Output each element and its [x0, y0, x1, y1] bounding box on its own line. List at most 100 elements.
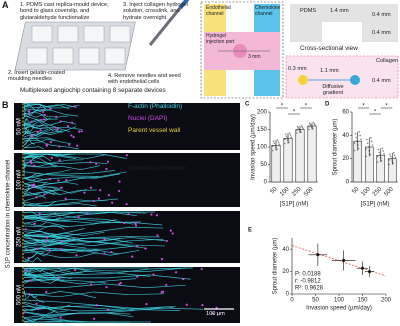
f-actin [23, 103, 34, 108]
dot [314, 124, 317, 127]
dot [272, 140, 275, 142]
cs-label: 0.4 mm [372, 30, 391, 36]
y-tick-label: 50 [260, 162, 267, 168]
dot [308, 122, 311, 124]
x-tick-label: 50 [312, 298, 319, 304]
f-actin [23, 291, 97, 299]
nucleus [59, 316, 62, 319]
schematic-label: 3 mm [248, 54, 261, 60]
dot [296, 125, 299, 128]
f-actin [23, 216, 71, 222]
nucleus [60, 240, 63, 243]
dot [356, 140, 358, 142]
f-actin [23, 267, 187, 272]
nucleus [45, 290, 48, 294]
f-actin [23, 171, 127, 177]
y-tick-label: 0 [264, 180, 268, 186]
schematic-label: Endothelial channel [206, 5, 231, 17]
f-actin [23, 192, 47, 199]
nucleus [99, 189, 102, 192]
nucleus [49, 141, 53, 144]
dot [367, 146, 370, 148]
nucleus [42, 110, 45, 113]
nucleus [33, 222, 36, 225]
dot [285, 135, 288, 137]
y-tick-label: 40 [282, 247, 289, 253]
nucleus [103, 238, 106, 241]
f-actin [23, 272, 65, 278]
cs-label: Collagen [376, 58, 399, 64]
f-actin [23, 301, 71, 310]
nucleus [83, 191, 86, 194]
nucleus [30, 120, 33, 123]
nucleus [118, 283, 121, 286]
nucleus [165, 283, 168, 287]
f-actin [23, 270, 151, 278]
y-tick-label: 0 [346, 180, 350, 186]
x-tick-label: 100 [279, 186, 291, 198]
y-tick-label: 200 [257, 110, 268, 116]
nucleus [43, 193, 46, 196]
dot [354, 132, 357, 135]
nucleus [23, 311, 26, 314]
nucleus [118, 189, 121, 193]
endothelial-lumen [298, 75, 308, 85]
nucleus [127, 212, 130, 216]
dot [313, 123, 316, 125]
dot [288, 132, 291, 134]
nucleus [107, 193, 110, 197]
dot [296, 132, 298, 134]
dot [272, 149, 274, 152]
dot [312, 128, 314, 130]
f-actin [23, 153, 77, 159]
nucleus [65, 178, 68, 182]
sig-star: * [305, 104, 308, 110]
row-label: 100 nM [17, 170, 23, 190]
f-actin [23, 126, 30, 133]
nucleus [136, 275, 139, 278]
nucleus [103, 252, 106, 255]
well [31, 25, 53, 43]
dot [288, 141, 290, 144]
nucleus [28, 109, 31, 113]
f-actin [23, 248, 98, 258]
nucleus [32, 185, 36, 188]
step-text: 2. Insert gelatin-coated moulding needle… [8, 70, 65, 83]
nucleus [38, 212, 41, 215]
chemokine-channel [254, 4, 280, 32]
f-actin [23, 226, 164, 237]
dot [393, 154, 396, 156]
f-actin [23, 125, 35, 136]
point [316, 253, 320, 257]
step-text: 3. Inject collagen hydrogel solution, cr… [123, 2, 188, 21]
chemokine-lumen [350, 75, 360, 85]
dot [383, 152, 385, 155]
f-actin [23, 104, 77, 108]
f-actin [23, 278, 137, 285]
nucleus [27, 256, 30, 260]
f-actin [23, 159, 59, 167]
nucleus [80, 130, 83, 133]
y-axis-label: Sprout diameter (µm) [273, 238, 279, 295]
nucleus [145, 302, 148, 306]
f-actin [23, 161, 108, 165]
nucleus [150, 213, 153, 216]
dot [286, 137, 289, 140]
step-text: 1. PDMS cast replica-mould device, bond … [20, 2, 109, 21]
nucleus [55, 115, 58, 119]
dot [378, 151, 380, 154]
dot [370, 136, 372, 139]
nucleus [39, 119, 42, 122]
nucleus [134, 222, 137, 225]
f-actin [23, 299, 174, 311]
f-actin [23, 104, 43, 118]
dot [357, 147, 360, 150]
nucleus [58, 159, 61, 162]
f-actin [23, 173, 120, 185]
nucleus [152, 273, 155, 276]
dot [301, 126, 304, 129]
dot [393, 152, 395, 154]
schematic-label: Chemokine channel [255, 5, 281, 17]
step-text: 4. Remove needles and seed with endothel… [108, 73, 181, 86]
